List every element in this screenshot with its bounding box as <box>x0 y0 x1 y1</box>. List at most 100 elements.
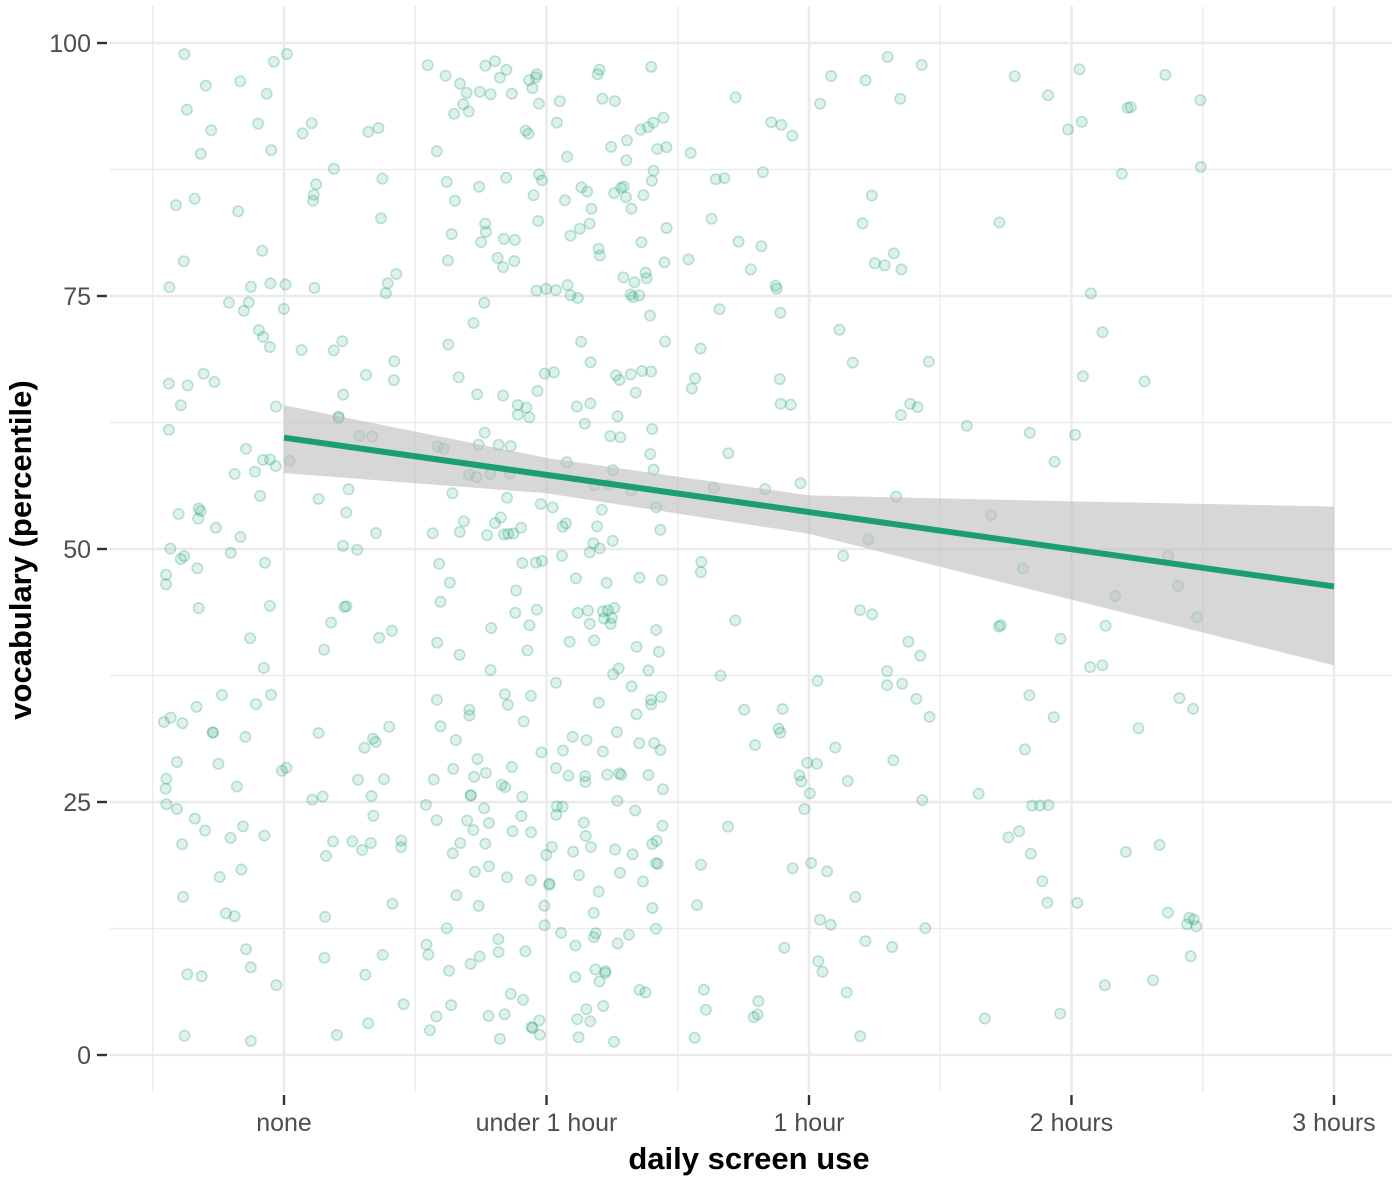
data-point <box>922 355 935 368</box>
data-point <box>868 257 881 270</box>
data-point <box>516 790 529 803</box>
data-point <box>464 789 477 802</box>
data-point <box>191 562 204 575</box>
data-point <box>538 919 551 932</box>
data-point <box>821 865 834 878</box>
data-point <box>642 664 655 677</box>
data-point <box>657 111 670 124</box>
data-point <box>1026 799 1039 812</box>
data-point <box>563 635 576 648</box>
data-point <box>644 693 657 706</box>
data-point <box>567 845 580 858</box>
data-point <box>1124 101 1137 114</box>
data-point <box>650 834 663 847</box>
data-point <box>647 116 660 129</box>
data-point <box>267 55 280 68</box>
data-point <box>1042 89 1055 102</box>
data-point <box>327 344 340 357</box>
data-point <box>448 194 461 207</box>
data-point <box>805 856 818 869</box>
data-point <box>1054 1007 1067 1020</box>
data-point <box>630 640 643 653</box>
data-point <box>613 767 626 780</box>
data-point <box>1023 426 1036 439</box>
data-point <box>1075 115 1088 128</box>
data-point <box>230 780 243 793</box>
data-point <box>433 557 446 570</box>
data-point <box>420 938 433 951</box>
y-axis: 0 25 50 75 100 <box>49 30 107 1070</box>
data-point <box>915 58 928 71</box>
data-point <box>453 77 466 90</box>
data-point <box>377 773 390 786</box>
data-point <box>367 809 380 822</box>
data-point <box>776 702 789 715</box>
data-point <box>452 371 465 384</box>
data-point <box>694 342 707 355</box>
data-point <box>545 840 558 853</box>
data-point <box>825 70 838 83</box>
data-point <box>197 367 210 380</box>
data-point <box>362 1017 375 1030</box>
data-point <box>643 309 656 322</box>
data-point <box>628 276 641 289</box>
data-point <box>558 194 571 207</box>
data-point <box>228 467 241 480</box>
data-point <box>280 47 293 60</box>
data-point <box>604 430 617 443</box>
data-point <box>434 720 447 733</box>
data-point <box>1181 918 1194 931</box>
data-point <box>471 752 484 765</box>
data-point <box>205 124 218 137</box>
data-point <box>460 86 473 99</box>
data-point <box>543 878 556 891</box>
data-point <box>533 168 546 181</box>
data-point <box>849 890 862 903</box>
data-point <box>660 222 673 235</box>
data-point <box>571 1013 584 1026</box>
data-point <box>305 117 318 130</box>
data-point <box>656 819 669 832</box>
data-point <box>651 857 664 870</box>
data-point <box>516 557 529 570</box>
data-point <box>647 164 660 177</box>
data-point <box>257 330 270 343</box>
data-point <box>232 205 245 218</box>
data-point <box>479 217 492 230</box>
data-point <box>573 222 586 235</box>
data-point <box>340 600 353 613</box>
data-point <box>524 689 537 702</box>
data-point <box>803 787 816 800</box>
data-point <box>467 823 480 836</box>
data-point <box>589 927 602 940</box>
data-point <box>540 282 553 295</box>
data-point <box>811 674 824 687</box>
data-point <box>629 804 642 817</box>
data-point <box>919 922 932 935</box>
data-point <box>346 835 359 848</box>
data-point <box>550 116 563 129</box>
data-point <box>457 98 470 111</box>
data-point <box>1047 711 1060 724</box>
data-point <box>637 189 650 202</box>
data-point <box>523 619 536 632</box>
data-point <box>468 770 481 783</box>
data-point <box>1096 326 1109 339</box>
data-point <box>237 304 250 317</box>
data-point <box>190 700 203 713</box>
data-point <box>605 611 618 624</box>
data-point <box>1008 70 1021 83</box>
data-point <box>468 865 481 878</box>
data-point <box>517 993 530 1006</box>
data-point <box>654 743 667 756</box>
data-point <box>1187 702 1200 715</box>
data-point <box>535 554 548 567</box>
data-point <box>504 987 517 1000</box>
data-point <box>194 147 207 160</box>
data-point <box>608 187 621 200</box>
data-point <box>257 661 270 674</box>
data-point <box>569 572 582 585</box>
data-point <box>1190 920 1203 933</box>
data-point <box>208 375 221 388</box>
data-point <box>1054 632 1067 645</box>
